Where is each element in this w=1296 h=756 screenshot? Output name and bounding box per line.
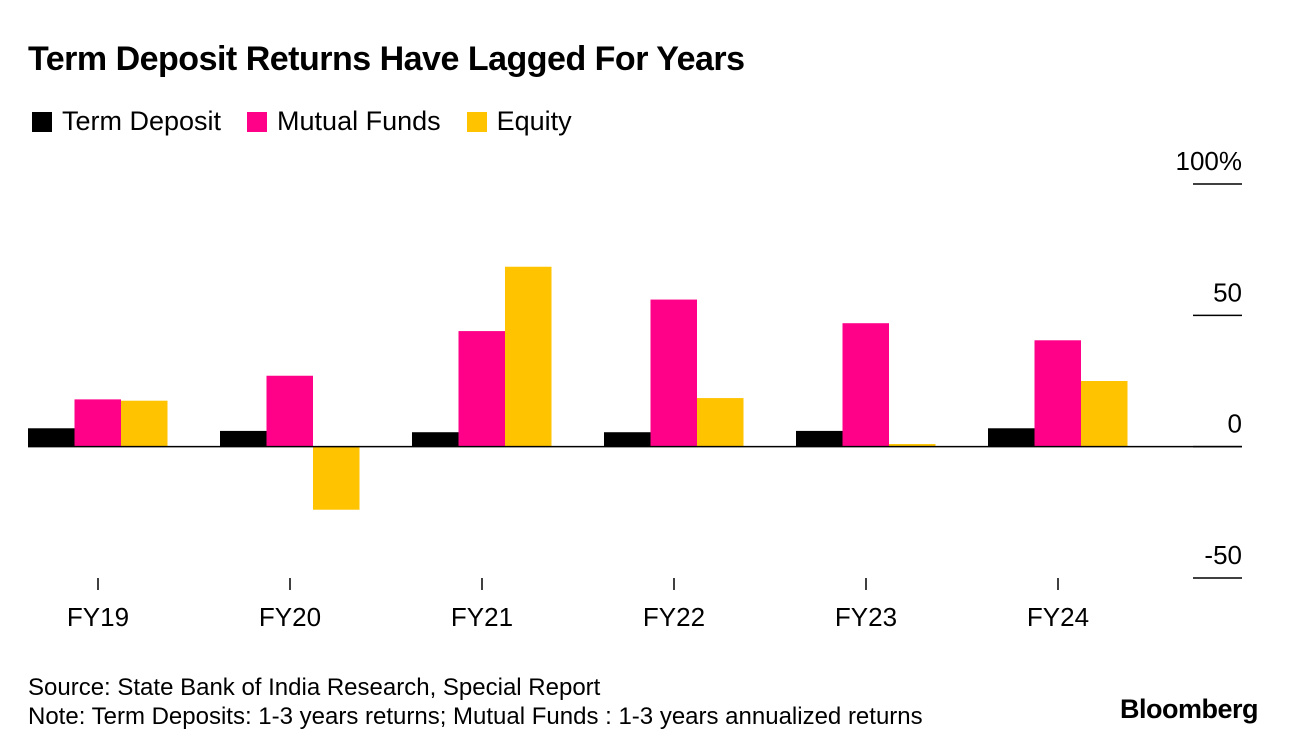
bar-mutual-funds-fy19 [74,399,121,447]
bar-mutual-funds-fy21 [458,331,505,447]
x-tick-label: FY24 [1027,602,1089,632]
bar-equity-fy20 [313,446,360,510]
legend-label-mutual-funds: Mutual Funds [277,106,441,136]
bar-term-deposit-fy21 [412,432,459,447]
bar-mutual-funds-fy23 [842,323,889,447]
bar-term-deposit-fy19 [28,428,75,447]
bar-mutual-funds-fy20 [266,375,313,447]
y-tick-label: 50 [1213,277,1242,307]
x-tick-label: FY19 [67,602,129,632]
chart-title: Term Deposit Returns Have Lagged For Yea… [28,40,745,78]
bar-equity-fy24 [1081,381,1128,447]
legend-label-term-deposit: Term Deposit [62,106,222,136]
x-tick-label: FY20 [259,602,321,632]
bar-term-deposit-fy20 [220,430,267,447]
bar-equity-fy19 [121,400,168,447]
legend-item-mutual-funds: Mutual Funds [247,106,441,137]
bar-term-deposit-fy23 [796,430,843,447]
legend-swatch-term-deposit [32,111,52,132]
legend-swatch-mutual-funds [247,111,268,132]
legend: Term Deposit Mutual Funds Equity [32,106,598,137]
y-tick-label: 0 [1228,409,1242,439]
bar-term-deposit-fy22 [604,432,651,447]
legend-item-term-deposit: Term Deposit [32,106,221,137]
y-tick-label: -50 [1204,540,1242,570]
bar-chart: 100% 50 0 -50 FY19 FY20 FY21 FY22 FY23 FY24 [28,146,1243,632]
x-tick-label: FY21 [451,602,513,632]
bar-term-deposit-fy24 [988,428,1035,447]
bloomberg-logo: Bloomberg [1119,694,1259,724]
footnote: Note: Term Deposits: 1-3 years returns; … [28,703,923,730]
bar-mutual-funds-fy24 [1034,340,1081,447]
bar-equity-fy21 [505,266,552,447]
x-tick-label: FY23 [835,602,897,632]
legend-swatch-equity [466,111,487,132]
legend-item-equity: Equity [466,106,572,137]
x-tick-label: FY22 [643,602,705,632]
y-tick-label: 100% [1176,146,1243,176]
source-note: Source: State Bank of India Research, Sp… [28,674,601,701]
bar-equity-fy22 [697,398,744,447]
bar-mutual-funds-fy22 [650,299,697,447]
bar-equity-fy23 [889,444,936,447]
legend-label-equity: Equity [496,106,572,136]
